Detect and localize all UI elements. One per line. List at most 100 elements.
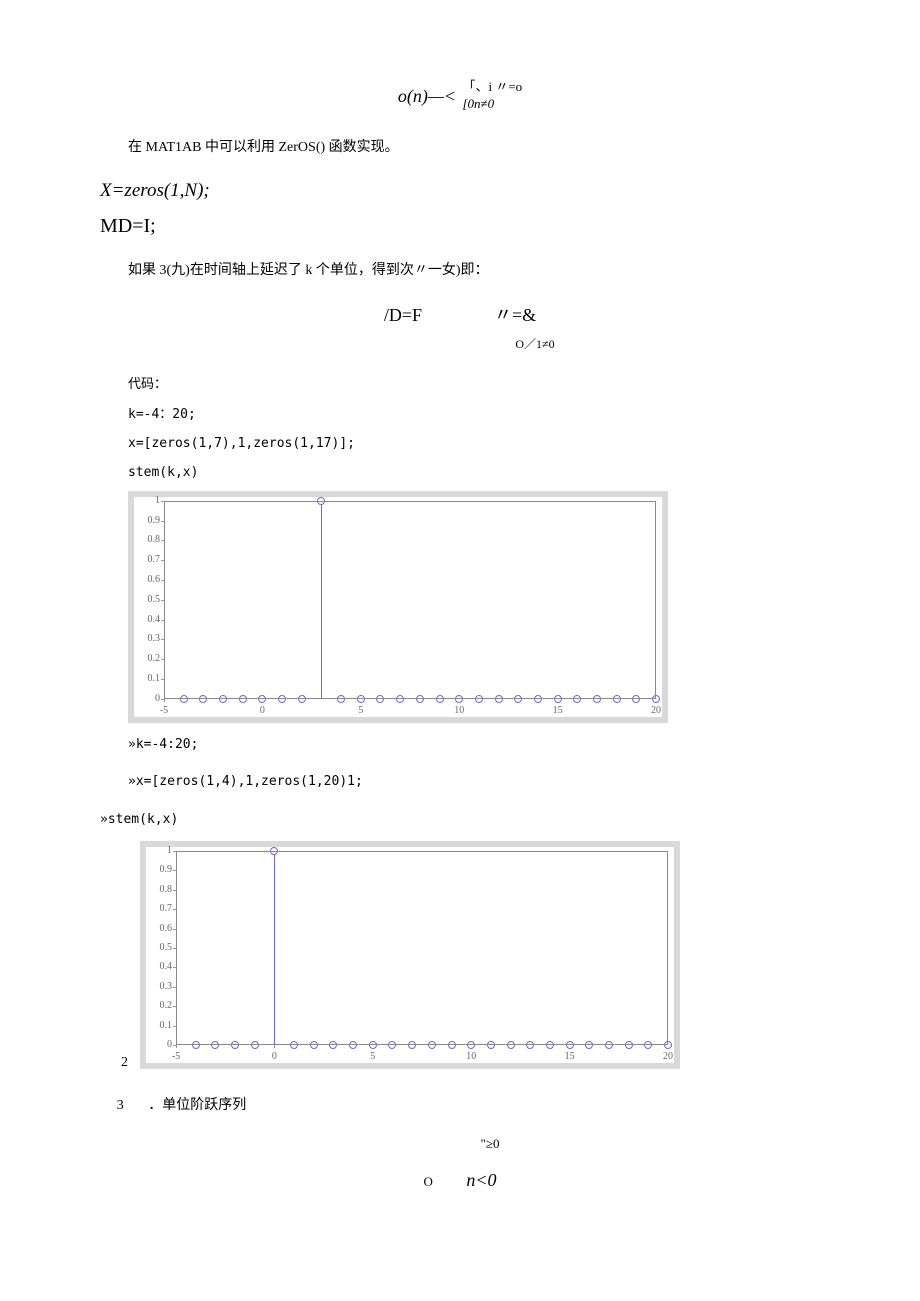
stem-marker [192,1041,200,1049]
xtick-label: 5 [370,1048,375,1066]
stem-marker [436,695,444,703]
stem-marker [199,695,207,703]
stem-chart-1-plot: 00.10.20.30.40.50.60.70.80.91-505101520 [134,497,662,717]
eq2-main: /D=F 〃=& [384,305,536,325]
stem-marker [349,1041,357,1049]
ytick-label: 0.7 [136,551,160,569]
eq1-lhs: o(n)—< [398,86,456,106]
stem-marker [396,695,404,703]
xtick-label: 15 [565,1048,575,1066]
stem-marker [251,1041,259,1049]
ytick-label: 0.5 [148,939,172,957]
stem-marker [593,695,601,703]
xtick-label: 0 [260,702,265,720]
stem-marker [329,1041,337,1049]
stem-marker [632,695,640,703]
code1-l2: x=[zeros(1,7),1,zeros(1,17)]; [128,432,820,455]
ytick-label: 0.1 [148,1017,172,1035]
stem-marker [357,695,365,703]
ytick-label: 0 [136,690,160,708]
stem-marker [475,695,483,703]
code-mdi: MD=I; [100,208,820,244]
stem-marker [585,1041,593,1049]
paragraph-delay: 如果 3(九)在时间轴上延迟了 k 个单位，得到次〃一女)即： [100,258,820,283]
stem-marker [219,695,227,703]
xtick-label: -5 [160,702,168,720]
xtick-label: 5 [358,702,363,720]
eq3-row2-right: n<0 [466,1170,496,1190]
stem-marker [298,695,306,703]
ytick-label: 0.9 [148,861,172,879]
ytick-label: 0.3 [148,978,172,996]
paragraph-matlab-zeros: 在 MAT1AB 中可以利用 ZerOS() 函数实现。 [100,135,820,160]
eq2-sub: O／1≠0 [250,334,820,356]
stem-marker [534,695,542,703]
stem-marker [180,695,188,703]
stem-marker [376,695,384,703]
code-title: 代码： [128,373,820,396]
ytick-label: 0.2 [136,650,160,668]
stem-marker [625,1041,633,1049]
ytick-label: 0.8 [136,531,160,549]
stem-marker [455,695,463,703]
section-3-title: ．单位阶跃序列 [148,1098,246,1113]
eq1-row2: [0n≠0 [462,96,522,113]
ac1-l2: »x=[zeros(1,4),1,zeros(1,20)1; [128,770,820,793]
stem-marker [507,1041,515,1049]
stem-marker [613,695,621,703]
xtick-label: 10 [466,1048,476,1066]
xtick-label: 20 [651,702,661,720]
stem-marker [495,695,503,703]
stem-marker [231,1041,239,1049]
ytick-label: 0.9 [136,512,160,530]
stem-marker [239,695,247,703]
code1-l3: stem(k,x) [128,461,820,484]
stem-marker [652,695,660,703]
code1-l1: k=-4：20; [128,403,820,426]
ytick-label: 0.7 [148,900,172,918]
ytick-label: 1 [148,842,172,860]
xtick-label: 10 [454,702,464,720]
left-number-2: 2 [121,1055,128,1070]
stem-marker [554,695,562,703]
stem-marker [416,695,424,703]
plot-frame [164,501,656,699]
ytick-label: 0.8 [148,881,172,899]
equation-unit-step: "≥0 O n<0 [100,1132,820,1196]
ytick-label: 0.4 [148,958,172,976]
code-block-1: 代码： k=-4：20; x=[zeros(1,7),1,zeros(1,17)… [128,373,820,485]
code-xzeros: X=zeros(1,N); [100,174,820,208]
stem-marker [408,1041,416,1049]
stem-marker [566,1041,574,1049]
stem-marker [487,1041,495,1049]
eq3-row2-left: O [423,1174,432,1189]
equation-delta-def: o(n)—< 「、i 〃=o [0n≠0 [100,80,820,115]
stem-marker [514,695,522,703]
stem-marker [448,1041,456,1049]
stem-marker [290,1041,298,1049]
ytick-label: 0 [148,1036,172,1054]
stem-line [321,501,322,699]
stem-chart-1: 00.10.20.30.40.50.60.70.80.91-505101520 [128,491,668,723]
ytick-label: 0.6 [148,920,172,938]
stem-marker [278,695,286,703]
xtick-label: 15 [553,702,563,720]
plot-frame [176,851,668,1045]
stem-marker [388,1041,396,1049]
ytick-label: 0.4 [136,611,160,629]
ytick-label: 0.6 [136,571,160,589]
stem-marker [664,1041,672,1049]
eq3-row1: "≥0 [160,1132,820,1155]
xtick-label: 0 [272,1048,277,1066]
ytick-label: 0.3 [136,630,160,648]
stem-marker [317,497,325,505]
stem-marker [211,1041,219,1049]
stem-marker [270,847,278,855]
stem-marker [310,1041,318,1049]
stem-marker [428,1041,436,1049]
xtick-label: 20 [663,1048,673,1066]
ac1-l3: »stem(k,x) [100,808,820,831]
stem-marker [526,1041,534,1049]
ac1-l1: »k=-4:20; [128,733,820,756]
stem-marker [467,1041,475,1049]
